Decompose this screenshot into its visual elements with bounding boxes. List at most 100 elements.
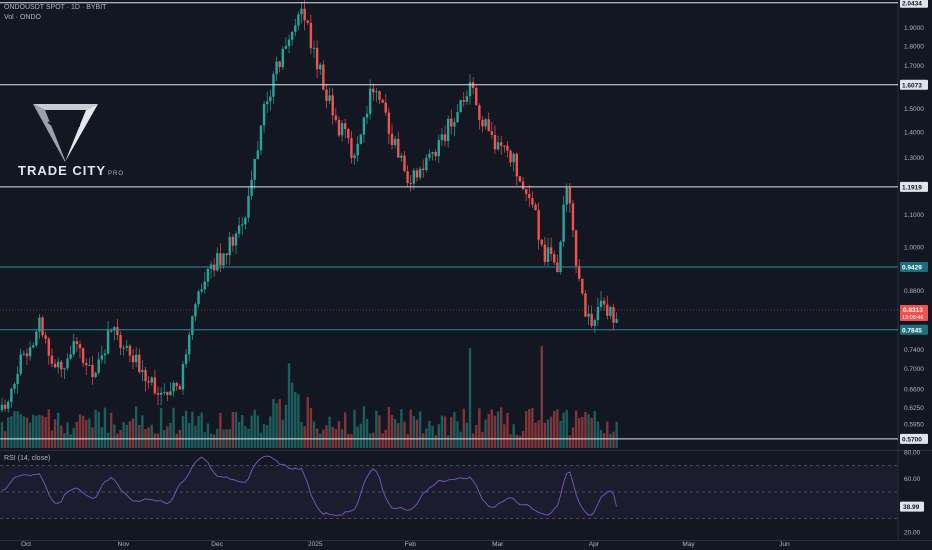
volume-bar bbox=[450, 417, 453, 448]
volume-bar bbox=[150, 424, 153, 448]
volume-bar bbox=[422, 433, 425, 448]
level-label: 1.1919 bbox=[902, 184, 922, 191]
candle-body bbox=[53, 363, 57, 368]
candle-body bbox=[35, 331, 38, 346]
candle-body bbox=[356, 143, 359, 156]
volume-legend[interactable]: Vol · ONDO bbox=[4, 14, 41, 21]
volume-bar bbox=[35, 415, 38, 448]
candle-body bbox=[128, 345, 132, 356]
volume-bar bbox=[540, 346, 543, 448]
volume-bar bbox=[615, 421, 618, 448]
candle-body bbox=[247, 195, 250, 218]
candle-body bbox=[22, 353, 26, 355]
volume-bar bbox=[191, 411, 194, 448]
volume-bar bbox=[387, 406, 391, 448]
volume-bar bbox=[378, 415, 381, 448]
volume-bar bbox=[509, 434, 512, 448]
volume-bar bbox=[75, 421, 79, 448]
volume-bar bbox=[537, 420, 540, 448]
volume-bar bbox=[281, 419, 284, 448]
x-tick-label: Nov bbox=[118, 541, 130, 548]
volume-bar bbox=[496, 411, 500, 448]
candle-body bbox=[412, 170, 416, 184]
y-tick-label: 0.6250 bbox=[904, 405, 924, 412]
volume-bar bbox=[0, 422, 4, 448]
volume-bar bbox=[393, 418, 397, 448]
volume-bar bbox=[612, 431, 615, 448]
volume-bar bbox=[184, 410, 188, 448]
candle-body bbox=[543, 244, 547, 262]
candle-body bbox=[422, 168, 425, 171]
candle-body bbox=[602, 300, 606, 305]
volume-bar bbox=[203, 432, 206, 448]
volume-bar bbox=[206, 423, 210, 448]
candle-body bbox=[384, 102, 387, 113]
candle-body bbox=[453, 122, 456, 127]
volume-bar bbox=[574, 410, 578, 448]
volume-bar bbox=[606, 421, 609, 448]
volume-bar bbox=[549, 416, 553, 448]
volume-bar bbox=[493, 415, 497, 448]
candle-body bbox=[446, 118, 450, 142]
volume-bar bbox=[63, 433, 66, 448]
candle-body bbox=[81, 348, 85, 363]
candle-body bbox=[450, 118, 453, 127]
volume-bar bbox=[56, 412, 60, 448]
candle-body bbox=[500, 142, 503, 146]
candle-body bbox=[188, 334, 191, 355]
candle-body bbox=[150, 377, 153, 383]
candle-body bbox=[94, 372, 97, 378]
candle-body bbox=[32, 345, 35, 348]
volume-bar bbox=[253, 409, 256, 448]
candle-body bbox=[147, 381, 150, 383]
y-tick-label: 1.4000 bbox=[904, 129, 924, 136]
volume-bar bbox=[131, 418, 135, 448]
candle-body bbox=[159, 392, 163, 395]
watermark-brand-suffix: PRO bbox=[108, 171, 125, 177]
candle-body bbox=[574, 230, 578, 266]
candle-body bbox=[350, 138, 353, 158]
volume-bar bbox=[409, 409, 412, 448]
candle-body bbox=[0, 404, 4, 411]
volume-bar bbox=[85, 419, 88, 448]
volume-bar bbox=[294, 391, 297, 448]
volume-bar bbox=[78, 414, 82, 448]
volume-bar bbox=[28, 422, 32, 448]
volume-bar bbox=[368, 433, 372, 448]
volume-bar bbox=[44, 417, 47, 448]
volume-bar bbox=[609, 433, 612, 448]
candle-body bbox=[387, 112, 391, 134]
volume-bar bbox=[159, 408, 163, 448]
candle-body bbox=[181, 364, 185, 390]
volume-bar bbox=[353, 409, 356, 448]
volume-bar bbox=[72, 427, 75, 448]
candle-body bbox=[481, 119, 484, 127]
candle-body bbox=[216, 253, 219, 271]
volume-bar bbox=[53, 419, 57, 448]
candle-body bbox=[506, 145, 509, 151]
rsi-legend[interactable]: RSI (14, close) bbox=[4, 455, 51, 462]
candle-body bbox=[166, 391, 169, 395]
volume-bar bbox=[319, 433, 322, 448]
volume-bar bbox=[259, 432, 263, 448]
volume-bar bbox=[290, 382, 294, 448]
candle-body bbox=[418, 168, 422, 178]
candle-body bbox=[88, 364, 91, 366]
candle-body bbox=[559, 241, 562, 273]
candle-body bbox=[256, 150, 260, 160]
candle-body bbox=[365, 113, 369, 118]
symbol-header[interactable]: ONDOUSDT SPOT · 1D · BYBIT bbox=[4, 4, 107, 11]
candle-body bbox=[131, 355, 135, 363]
candle-body bbox=[524, 189, 528, 194]
candle-body bbox=[97, 359, 100, 373]
rsi-value-tag bbox=[900, 501, 924, 512]
volume-bar bbox=[125, 424, 128, 448]
candle-body bbox=[368, 88, 372, 114]
volume-bar bbox=[602, 433, 606, 448]
candle-body bbox=[393, 138, 397, 145]
candle-body bbox=[7, 401, 10, 409]
x-tick-label: Dec bbox=[211, 541, 223, 548]
level-tag bbox=[900, 324, 928, 335]
volume-bar bbox=[91, 427, 94, 448]
